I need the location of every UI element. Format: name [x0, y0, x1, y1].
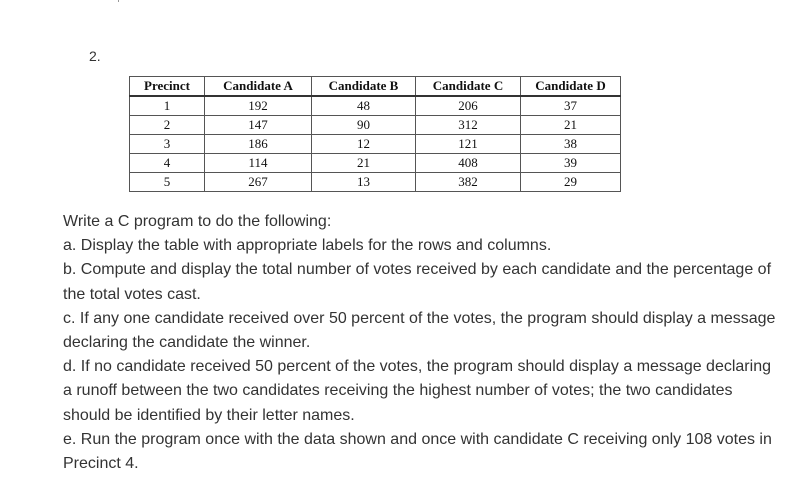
header-candidate-b: Candidate B — [311, 76, 416, 97]
instruction-item-b: b. Compute and display the total number … — [63, 261, 772, 303]
cell-candidate-a: 192 — [204, 95, 312, 116]
instructions-text: Write a C program to do the following: a… — [63, 210, 778, 476]
instruction-item-d: d. If no candidate received 50 percent o… — [63, 358, 771, 424]
question-number: 2. — [89, 48, 101, 64]
cell-candidate-a: 114 — [204, 153, 312, 173]
instruction-item-e: e. Run the program once with the data sh… — [63, 430, 772, 473]
header-candidate-d: Candidate D — [520, 76, 621, 97]
instruction-item-c: c. If any one candidate received over 50… — [63, 309, 776, 352]
instruction-item-a: a. Display the table with appropriate la… — [63, 237, 552, 255]
cell-candidate-c: 121 — [415, 134, 521, 154]
cell-candidate-d: 39 — [520, 153, 621, 173]
cell-candidate-a: 147 — [204, 115, 312, 135]
table-row: 1 192 48 206 37 — [129, 95, 621, 116]
cell-candidate-b: 21 — [311, 153, 416, 173]
cell-candidate-a: 267 — [204, 172, 312, 192]
cell-candidate-d: 38 — [520, 134, 621, 154]
cell-precinct: 1 — [129, 95, 205, 116]
cell-precinct: 3 — [129, 134, 205, 154]
cell-candidate-a: 186 — [204, 134, 312, 154]
top-edge-mark — [118, 0, 122, 2]
cell-candidate-b: 90 — [311, 115, 416, 135]
cell-candidate-c: 206 — [415, 95, 521, 116]
table-row: 5 267 13 382 29 — [129, 172, 621, 192]
table-header-row: Precinct Candidate A Candidate B Candida… — [129, 76, 621, 97]
header-candidate-c: Candidate C — [415, 76, 521, 97]
table-row: 2 147 90 312 21 — [129, 115, 621, 135]
cell-precinct: 2 — [129, 115, 205, 135]
header-candidate-a: Candidate A — [204, 76, 312, 97]
cell-precinct: 4 — [129, 153, 205, 173]
cell-candidate-b: 12 — [311, 134, 416, 154]
cell-candidate-d: 37 — [520, 95, 621, 116]
cell-candidate-b: 48 — [311, 95, 416, 116]
instructions-intro: Write a C program to do the following: — [63, 213, 332, 230]
header-precinct: Precinct — [129, 76, 205, 97]
cell-candidate-d: 21 — [520, 115, 621, 135]
votes-table: Precinct Candidate A Candidate B Candida… — [129, 76, 621, 192]
table-row: 3 186 12 121 38 — [129, 134, 621, 154]
cell-precinct: 5 — [129, 172, 205, 192]
cell-candidate-c: 382 — [415, 172, 521, 192]
cell-candidate-d: 29 — [520, 172, 621, 192]
cell-candidate-b: 13 — [311, 172, 416, 192]
table-row: 4 114 21 408 39 — [129, 153, 621, 173]
cell-candidate-c: 312 — [415, 115, 521, 135]
cell-candidate-c: 408 — [415, 153, 521, 173]
